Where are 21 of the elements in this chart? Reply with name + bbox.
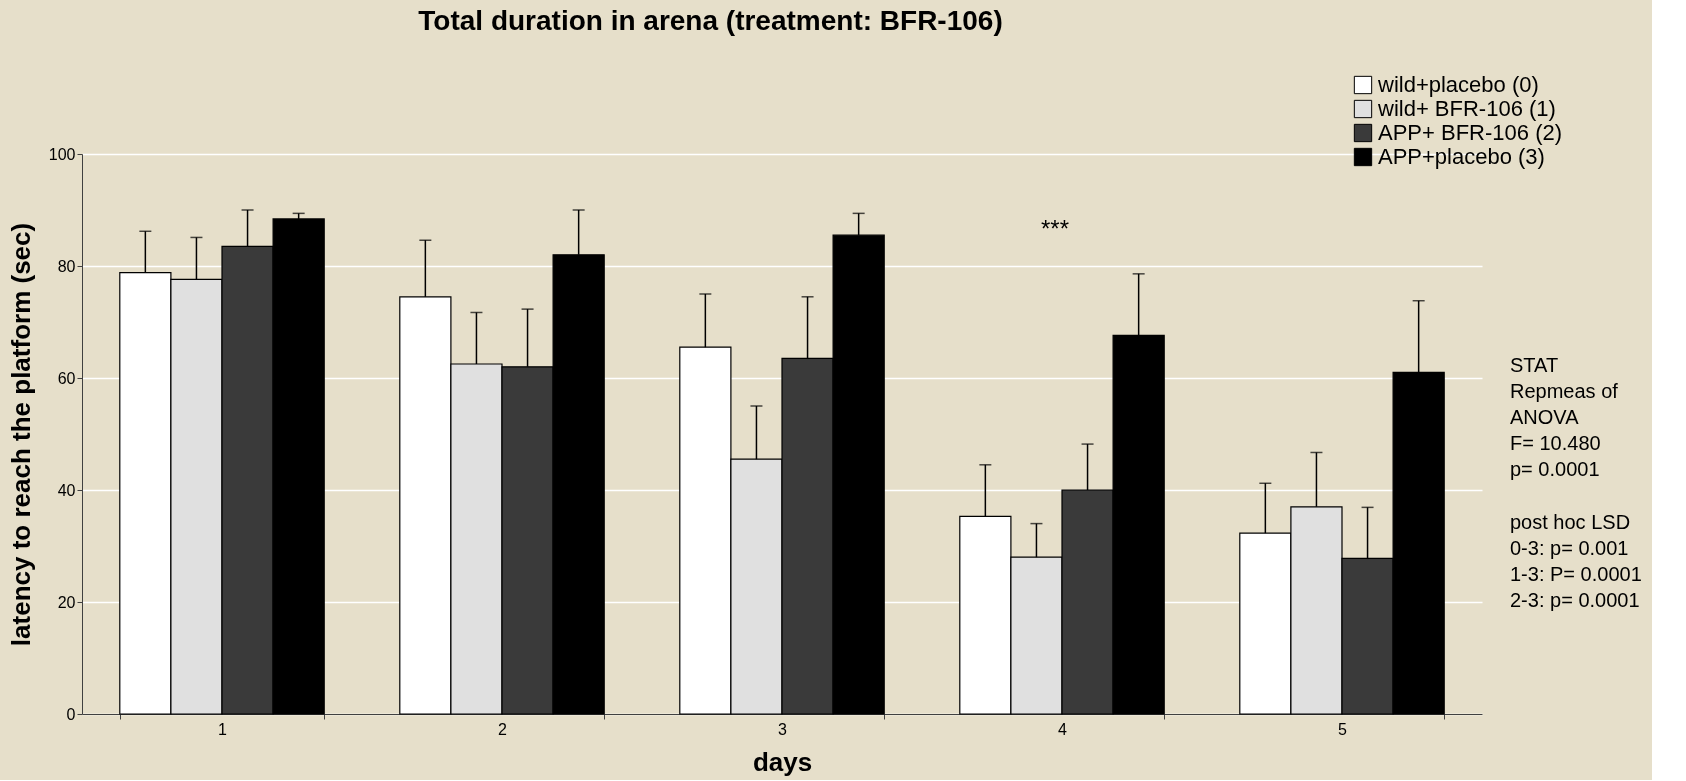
y-tick-label: 80 <box>57 257 76 275</box>
x-axis-title: days <box>752 746 813 777</box>
annotation: *** <box>1040 214 1070 242</box>
chart-title: Total duration in arena (treatment: BFR-106) <box>418 5 1003 36</box>
legend-label: wild+ BFR-106 (1) <box>1377 96 1556 121</box>
x-tick-label: 5 <box>1338 720 1348 738</box>
x-tick-label: 1 <box>218 720 228 738</box>
y-axis-title: latency to reach the platform (sec) <box>5 222 36 647</box>
x-tick-label: 2 <box>498 720 508 738</box>
legend-label: APP+placebo (3) <box>1378 144 1545 169</box>
text: post hoc LSD 0-3: p= 0.001 1-3: P= 0.0001 2-3: p= 0.0001 <box>1510 510 1642 611</box>
y-tick-label: 0 <box>66 705 76 723</box>
legend-label: wild+placebo (0) <box>1377 72 1539 97</box>
y-tick-label: 40 <box>57 481 76 499</box>
x-tick-label: 3 <box>778 720 788 738</box>
y-tick-label: 60 <box>57 369 76 387</box>
y-tick-label: 100 <box>48 145 76 163</box>
y-tick-label: 20 <box>57 593 76 611</box>
legend-label: APP+ BFR-106 (2) <box>1378 120 1563 145</box>
text: STAT Repmeas of ANOVA F= 10.480 p= 0.0001 <box>1510 353 1619 480</box>
x-tick-label: 4 <box>1058 720 1068 738</box>
